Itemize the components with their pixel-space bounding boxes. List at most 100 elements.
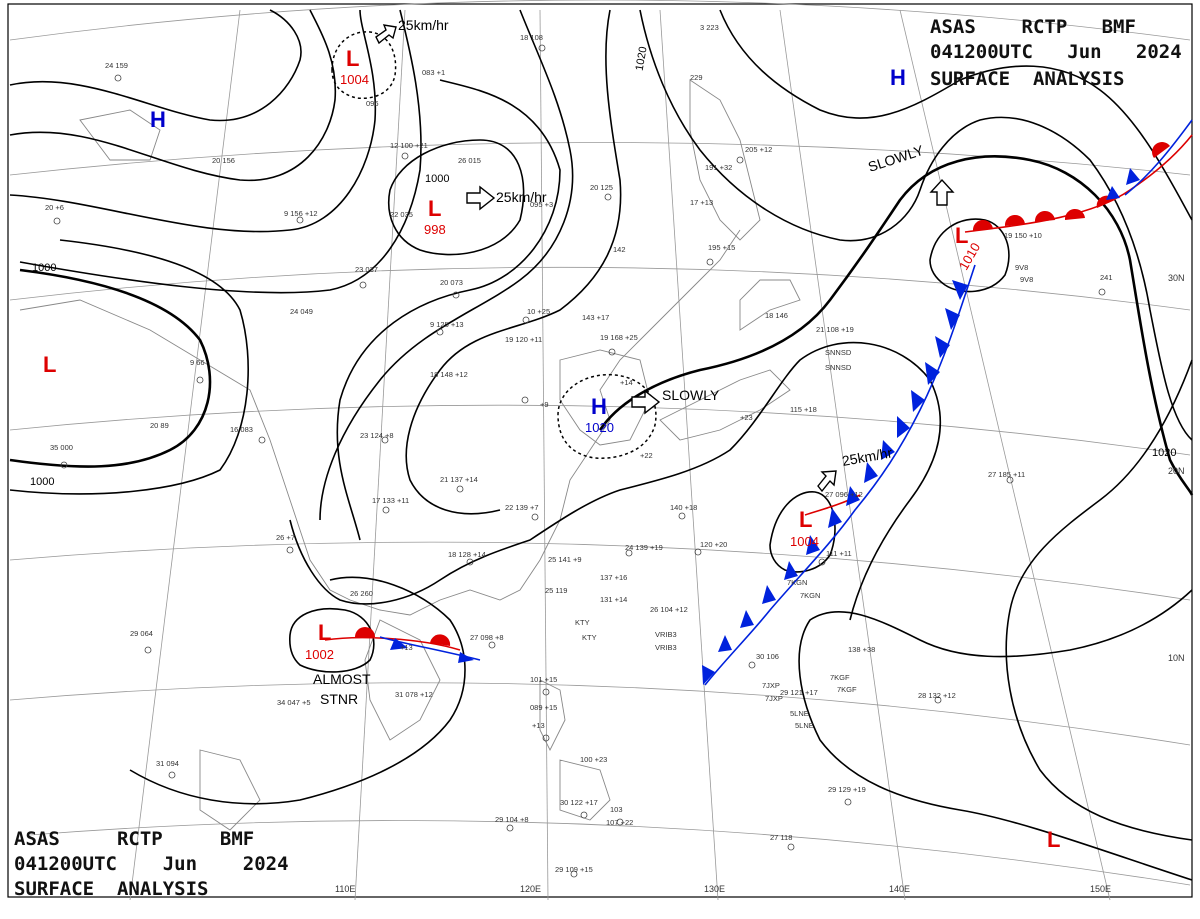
latitude-label: 20N [1168, 466, 1185, 476]
svg-text:19 168 +25: 19 168 +25 [600, 333, 638, 342]
svg-text:31 094: 31 094 [156, 759, 179, 768]
pressure-centers: L 1004 L 998 H H L H 1020 L 1010 L 1004 … [43, 46, 1060, 852]
pressure-center-symbol: L [1047, 827, 1060, 852]
pressure-center-symbol: H [591, 394, 607, 419]
svg-text:21 137 +14: 21 137 +14 [440, 475, 478, 484]
svg-text:24 049: 24 049 [290, 307, 313, 316]
svg-text:138 +38: 138 +38 [848, 645, 875, 654]
svg-text:7JXP: 7JXP [762, 681, 780, 690]
svg-text:23 124 +8: 23 124 +8 [360, 431, 394, 440]
movement-arrows [375, 24, 955, 493]
svg-text:31 078 +12: 31 078 +12 [395, 690, 433, 699]
longitude-label: 150E [1090, 884, 1111, 894]
svg-text:20 156: 20 156 [212, 156, 235, 165]
pressure-center-value: 1002 [305, 647, 334, 662]
svg-text:26 015: 26 015 [458, 156, 481, 165]
svg-text:5LNE: 5LNE [790, 709, 809, 718]
svg-text:18 108: 18 108 [520, 33, 543, 42]
movement-label: STNR [320, 691, 358, 707]
graticule [9, 0, 1191, 901]
arrow-icon [375, 24, 397, 45]
station-id: SNNSD [825, 363, 852, 372]
svg-text:20 125: 20 125 [590, 183, 613, 192]
svg-text:229: 229 [690, 73, 703, 82]
svg-text:096: 096 [366, 99, 379, 108]
svg-text:29 109 +15: 29 109 +15 [555, 865, 593, 874]
svg-text:25 141 +9: 25 141 +9 [548, 555, 582, 564]
movement-label: 25km/hr [398, 17, 449, 33]
isobar-label: 1020 [1152, 447, 1176, 459]
arrow-icon [631, 389, 661, 415]
svg-text:7KGF: 7KGF [830, 673, 850, 682]
svg-text:+23: +23 [740, 413, 753, 422]
svg-text:3 223: 3 223 [700, 23, 719, 32]
pressure-center-symbol: L [318, 620, 331, 645]
longitude-label: 120E [520, 884, 541, 894]
longitude-label: 110E [335, 884, 355, 894]
svg-text:SNNSD: SNNSD [825, 348, 852, 357]
svg-text:22 035: 22 035 [390, 210, 413, 219]
svg-text:120 +20: 120 +20 [700, 540, 727, 549]
header-line: SURFACE ANALYSIS [930, 68, 1124, 90]
arrow-icon [817, 470, 837, 493]
svg-text:+13: +13 [400, 643, 413, 652]
svg-text:241: 241 [1100, 273, 1113, 282]
svg-text:29 129 +19: 29 129 +19 [828, 785, 866, 794]
station-id: VRIB3 [655, 643, 677, 652]
svg-text:KTY: KTY [575, 618, 590, 627]
station-id: 9V8 [1020, 275, 1033, 284]
svg-text:28 132 +12: 28 132 +12 [918, 691, 956, 700]
svg-text:27 185 +11: 27 185 +11 [988, 470, 1025, 479]
svg-text:+9: +9 [540, 400, 549, 409]
svg-text:107 +22: 107 +22 [606, 818, 633, 827]
pressure-center-symbol: L [43, 352, 56, 377]
latitude-label: 30N [1168, 273, 1185, 283]
station-id: 5LNE [795, 721, 814, 730]
svg-text:140 +18: 140 +18 [670, 503, 697, 512]
warm-front-semicircles [355, 142, 1170, 646]
pressure-center-symbol: L [428, 196, 441, 221]
axis-labels: 110E 120E 130E 140E 150E 30N 20N 10N [335, 273, 1185, 894]
svg-text:17 +13: 17 +13 [690, 198, 713, 207]
svg-text:18 146: 18 146 [765, 311, 788, 320]
header-line: ASAS RCTP BMF [14, 828, 254, 850]
svg-text:23 037: 23 037 [355, 265, 378, 274]
svg-text:9V8: 9V8 [1015, 263, 1028, 272]
svg-text:24 159: 24 159 [105, 61, 128, 70]
svg-text:089 +15: 089 +15 [530, 703, 557, 712]
svg-text:131 +14: 131 +14 [600, 595, 627, 604]
pressure-center-symbol: H [150, 107, 166, 132]
svg-text:35 000: 35 000 [50, 443, 73, 452]
svg-text:103: 103 [610, 805, 623, 814]
isobar-label: 1000 [30, 476, 54, 488]
pressure-center-value: 1020 [585, 420, 614, 435]
svg-text:16 083: 16 083 [230, 425, 253, 434]
isobar-label: 1020 [634, 46, 650, 72]
station-id: 7KGF [837, 685, 857, 694]
pressure-center-value: 1004 [790, 534, 819, 549]
svg-text:29 064: 29 064 [130, 629, 153, 638]
svg-text:18 128 +14: 18 128 +14 [448, 550, 486, 559]
isobar-label: 1000 [32, 262, 56, 274]
svg-text:VRIB3: VRIB3 [655, 630, 677, 639]
svg-text:191 +32: 191 +32 [705, 163, 732, 172]
header-line: 041200UTC Jun 2024 [14, 853, 289, 875]
svg-text:26 104 +12: 26 104 +12 [650, 605, 688, 614]
header-top-right: ASAS RCTP BMF 041200UTC Jun 2024 SURFACE… [930, 16, 1182, 90]
svg-text:195 +15: 195 +15 [708, 243, 735, 252]
svg-text:29 104 +8: 29 104 +8 [495, 815, 529, 824]
dashed-isobars [331, 31, 657, 459]
header-line: 041200UTC Jun 2024 [930, 41, 1182, 63]
isobars [9, 9, 1194, 881]
station-id: KTY [582, 633, 597, 642]
pressure-center-value: 1004 [340, 72, 369, 87]
pressure-center-symbol: L [955, 223, 968, 248]
svg-text:20 89: 20 89 [150, 421, 169, 430]
arrow-icon [466, 185, 496, 211]
svg-text:142: 142 [613, 245, 626, 254]
longitude-label: 130E [704, 884, 725, 894]
pressure-center-value: 998 [424, 222, 446, 237]
movement-label: ALMOST [313, 671, 371, 687]
svg-text:27 098 +8: 27 098 +8 [470, 633, 504, 642]
